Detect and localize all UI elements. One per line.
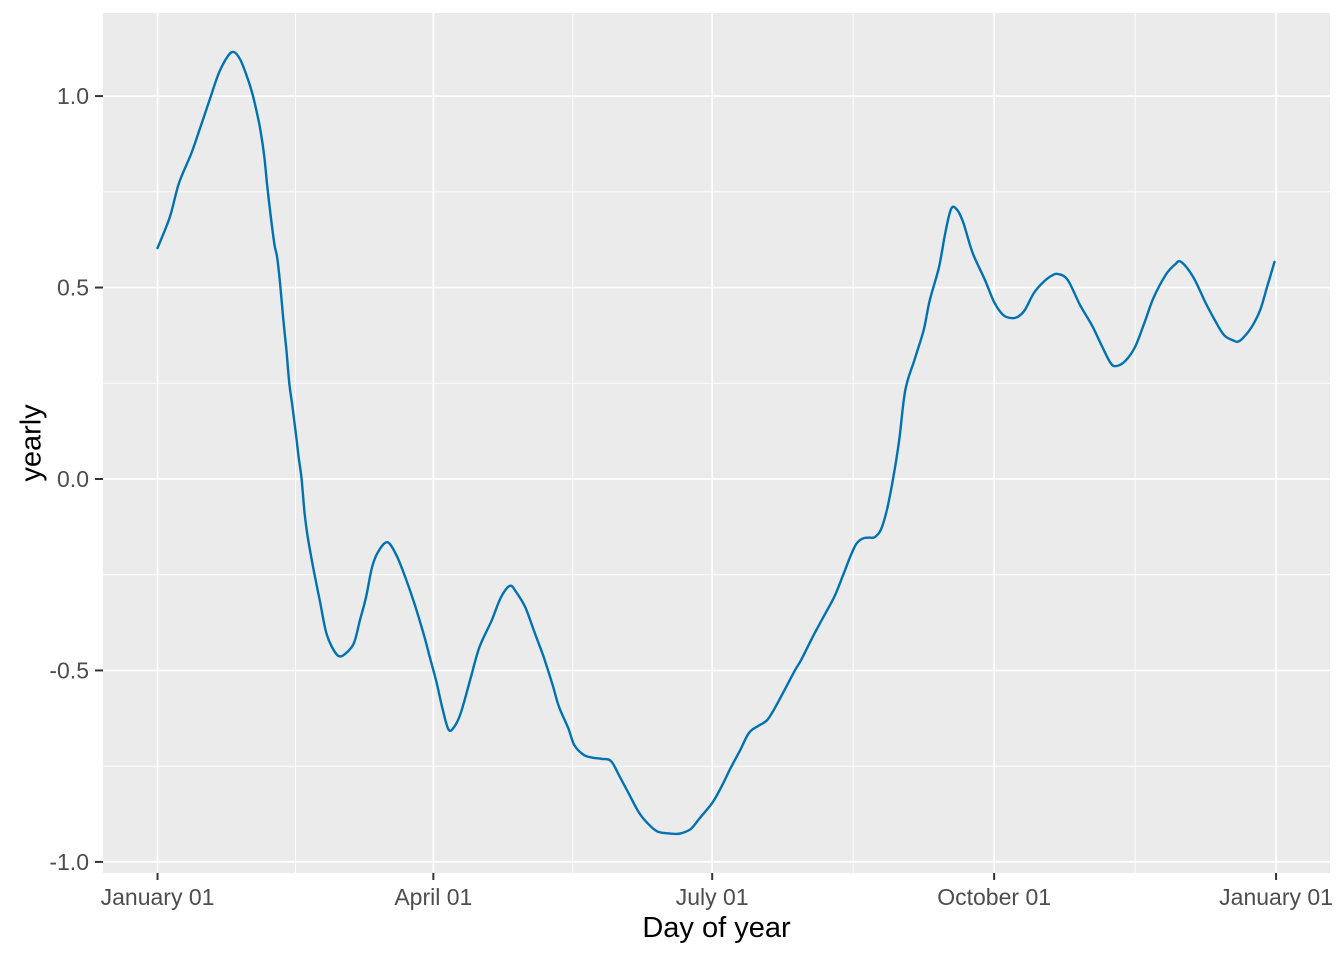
x-tick-label: January 01 [101, 884, 215, 910]
x-tick-label: July 01 [676, 884, 749, 910]
axis-ticks [95, 95, 1278, 880]
x-axis-title: Day of year [642, 912, 791, 944]
y-tick-labels: 1.0 0.5 0.0 -0.5 -1.0 [49, 83, 89, 875]
gridlines-major [103, 13, 1330, 873]
y-tick-label: 0.5 [57, 275, 89, 301]
gridlines-minor [103, 13, 1330, 873]
y-axis-title: yearly [15, 404, 48, 482]
y-tick-label: 1.0 [57, 83, 89, 109]
x-tick-label: January 01 [1219, 884, 1333, 910]
yearly-line [156, 50, 1276, 836]
y-tick-label: -0.5 [49, 657, 89, 683]
x-tick-label: April 01 [394, 884, 472, 910]
y-tick-label: -1.0 [49, 849, 89, 875]
x-tick-labels: January 01 April 01 July 01 October 01 Janua… [101, 884, 1333, 910]
y-tick-label: 0.0 [57, 466, 89, 492]
panel-background [103, 13, 1330, 873]
x-tick-label: October 01 [937, 884, 1051, 910]
